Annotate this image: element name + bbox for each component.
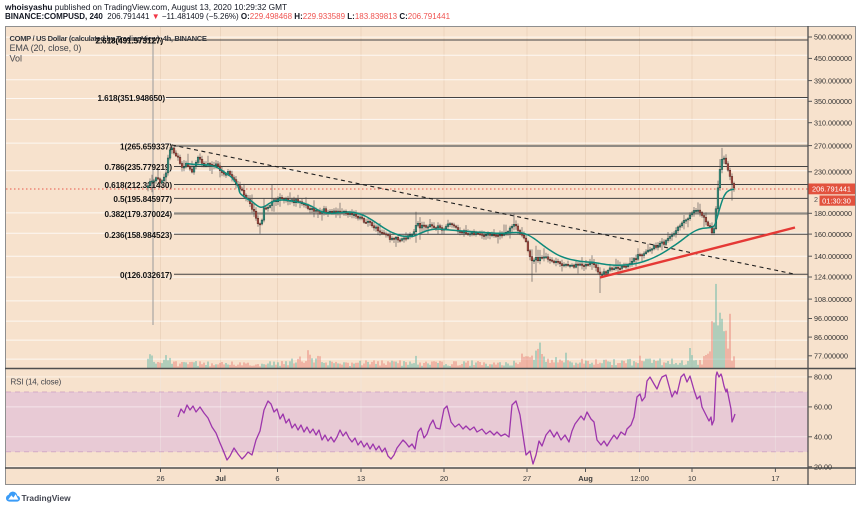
svg-text:12:00: 12:00 (630, 474, 649, 483)
svg-text:40.00: 40.00 (814, 433, 832, 442)
svg-text:270.000000: 270.000000 (814, 141, 852, 150)
svg-text:230.000000: 230.000000 (814, 168, 852, 177)
svg-text:2.618(491.573127): 2.618(491.573127) (96, 37, 164, 46)
svg-text:0.5(195.845977): 0.5(195.845977) (113, 195, 172, 204)
svg-text:310.000000: 310.000000 (814, 118, 852, 127)
svg-text:80.00: 80.00 (814, 373, 832, 382)
svg-text:Jul: Jul (215, 474, 226, 483)
svg-text:450.000000: 450.000000 (814, 54, 852, 63)
svg-text:124.000000: 124.000000 (814, 273, 852, 282)
svg-text:20.00: 20.00 (814, 463, 832, 472)
svg-text:6: 6 (275, 474, 279, 483)
svg-text:13: 13 (357, 474, 365, 483)
svg-text:0.618(212.321430): 0.618(212.321430) (105, 181, 173, 190)
svg-text:0(126.032617): 0(126.032617) (120, 271, 172, 280)
svg-text:160.000000: 160.000000 (814, 230, 852, 239)
svg-text:1(265.659337): 1(265.659337) (120, 142, 172, 151)
svg-text:27: 27 (523, 474, 531, 483)
svg-text:2.618(491.573127): 2.618(491.573127) (96, 37, 164, 46)
svg-text:86.000000: 86.000000 (814, 333, 848, 342)
svg-text:350.000000: 350.000000 (814, 97, 852, 106)
svg-text:1.618(351.948650): 1.618(351.948650) (98, 94, 166, 103)
svg-text:10: 10 (688, 474, 696, 483)
svg-text:0.236(158.984523): 0.236(158.984523) (105, 231, 173, 240)
svg-text:01:30:30: 01:30:30 (822, 196, 851, 205)
svg-text:2: 2 (814, 195, 818, 204)
svg-text:140.000000: 140.000000 (814, 252, 852, 261)
svg-text:96.000000: 96.000000 (814, 314, 848, 323)
svg-text:Aug: Aug (578, 474, 593, 483)
svg-text:500.000000: 500.000000 (814, 33, 852, 42)
svg-text:RSI (14, close): RSI (14, close) (11, 378, 62, 387)
svg-text:180.000000: 180.000000 (814, 209, 852, 218)
svg-text:108.000000: 108.000000 (814, 295, 852, 304)
svg-text:77.000000: 77.000000 (814, 352, 848, 361)
svg-text:17: 17 (771, 474, 779, 483)
svg-text:COMP / US Dollar (calculated b: COMP / US Dollar (calculated by TradingV… (10, 34, 207, 43)
svg-text:390.000000: 390.000000 (814, 76, 852, 85)
svg-text:0.786(235.779219): 0.786(235.779219) (105, 163, 173, 172)
svg-text:Vol: Vol (10, 54, 23, 64)
svg-text:20: 20 (440, 474, 448, 483)
svg-text:0.382(179.370024): 0.382(179.370024) (105, 210, 173, 219)
svg-text:206.791441: 206.791441 (812, 185, 851, 194)
svg-text:TradingView: TradingView (22, 493, 72, 503)
svg-text:60.00: 60.00 (814, 403, 832, 412)
svg-text:EMA (20, close, 0): EMA (20, close, 0) (10, 43, 82, 53)
svg-text:26: 26 (156, 474, 164, 483)
